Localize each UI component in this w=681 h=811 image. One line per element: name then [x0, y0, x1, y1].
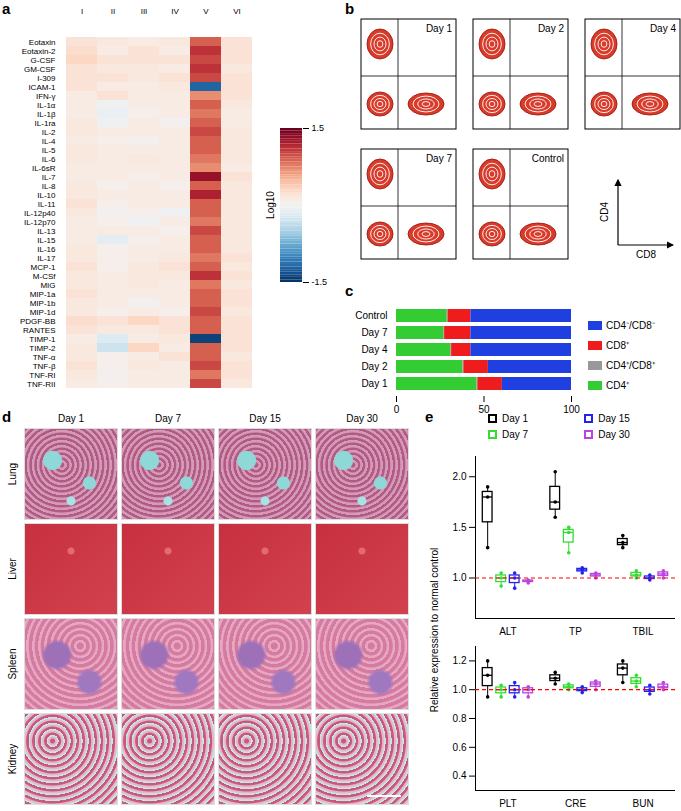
svg-text:TNF-α: TNF-α: [33, 353, 56, 362]
svg-text:IL-4: IL-4: [42, 137, 56, 146]
svg-text:MIP-1d: MIP-1d: [30, 308, 56, 317]
svg-text:M-CSf: M-CSf: [33, 272, 56, 281]
svg-text:MIP-1a: MIP-1a: [30, 290, 56, 299]
svg-text:Day 2: Day 2: [361, 361, 388, 372]
svg-text:IL-15: IL-15: [37, 236, 56, 245]
svg-text:TNF-RI: TNF-RI: [29, 371, 55, 380]
svg-text:Day 7: Day 7: [361, 327, 388, 338]
html-text:Day 1: Day 1: [57, 413, 85, 424]
svg-text:IL-10: IL-10: [37, 191, 56, 200]
svg-text:I-309: I-309: [37, 74, 56, 83]
svg-text:0.4: 0.4: [453, 770, 467, 781]
svg-text:Eotaxin: Eotaxin: [29, 38, 56, 47]
svg-text:Day 4: Day 4: [361, 344, 388, 355]
svg-text:Eotaxin-2: Eotaxin-2: [22, 47, 56, 56]
html-text:Spleen: Spleen: [6, 648, 18, 680]
svg-text:-1.5: -1.5: [312, 277, 328, 287]
svg-text:50: 50: [478, 403, 490, 415]
svg-text:IL-2: IL-2: [42, 128, 56, 137]
svg-text:Day 2: Day 2: [538, 23, 565, 34]
html-text:Day 30: Day 30: [598, 428, 630, 440]
svg-text:1.2: 1.2: [453, 655, 467, 666]
html-text:CD4⁺/CD8⁺: CD4⁺/CD8⁺: [606, 360, 655, 371]
html-text:Day 15: Day 15: [598, 412, 630, 424]
html-text:Log10: Log10: [264, 191, 276, 219]
svg-text:II: II: [111, 7, 115, 16]
svg-text:Day 4: Day 4: [650, 23, 677, 34]
html-text:Day 15: Day 15: [249, 413, 281, 424]
svg-text:IL-1ra: IL-1ra: [35, 119, 56, 128]
svg-text:IL-16: IL-16: [37, 245, 56, 254]
svg-text:IL-7: IL-7: [42, 173, 56, 182]
svg-text:TNF-RII: TNF-RII: [27, 380, 55, 389]
svg-text:IL-11: IL-11: [38, 200, 56, 209]
svg-text:MIG: MIG: [40, 281, 55, 290]
svg-text:1.0: 1.0: [453, 684, 467, 695]
svg-text:1.5: 1.5: [453, 522, 467, 533]
svg-text:0: 0: [394, 404, 400, 415]
html-text:Lung: Lung: [6, 462, 18, 486]
svg-text:CD8: CD8: [636, 249, 656, 260]
html-text:b: b: [345, 0, 355, 17]
svg-text:Day 7: Day 7: [426, 153, 453, 164]
svg-text:IL-12p70: IL-12p70: [24, 218, 56, 227]
svg-text:IL-6: IL-6: [42, 155, 56, 164]
svg-text:GM-CSF: GM-CSF: [24, 65, 56, 74]
svg-text:MCP-1: MCP-1: [31, 263, 56, 272]
svg-text:Control: Control: [355, 310, 387, 321]
html-text:Kidney: Kidney: [6, 743, 18, 775]
html-text:Liver: Liver: [6, 558, 18, 580]
svg-text:III: III: [141, 7, 148, 16]
svg-text:Control: Control: [532, 153, 564, 164]
svg-text:1.0: 1.0: [453, 572, 467, 583]
svg-text:IL-12p40: IL-12p40: [24, 209, 56, 218]
html-text:CD4⁻/CD8⁻: CD4⁻/CD8⁻: [606, 320, 655, 331]
svg-text:IV: IV: [171, 7, 179, 16]
svg-text:IL-6sR: IL-6sR: [32, 164, 56, 173]
svg-text:MIP-1b: MIP-1b: [30, 299, 56, 308]
svg-text:IL-1β: IL-1β: [37, 110, 56, 119]
html-text:CD4⁺: CD4⁺: [606, 380, 629, 391]
svg-text:100: 100: [563, 404, 580, 415]
svg-text:G-CSF: G-CSF: [31, 56, 56, 65]
svg-text:IL-8: IL-8: [42, 182, 56, 191]
svg-text:BUN: BUN: [633, 798, 654, 809]
html-text:Relative expression to normal: Relative expression to normal control: [428, 547, 440, 713]
svg-text:TIMP-2: TIMP-2: [29, 344, 56, 353]
svg-text:CRE: CRE: [565, 798, 586, 809]
html-text:CD8⁺: CD8⁺: [606, 340, 629, 351]
svg-text:VI: VI: [233, 7, 241, 16]
html-text:a: a: [2, 0, 11, 17]
html-text:d: d: [2, 408, 12, 425]
svg-text:IL-17: IL-17: [37, 254, 56, 263]
svg-text:2.0: 2.0: [453, 471, 467, 482]
html-text:Day 30: Day 30: [346, 413, 378, 424]
svg-text:0.8: 0.8: [453, 713, 467, 724]
svg-text:ALT: ALT: [499, 626, 517, 637]
svg-text:IFN-γ: IFN-γ: [36, 92, 56, 101]
svg-text:CD4: CD4: [599, 202, 610, 222]
html-text:Day 7: Day 7: [154, 413, 182, 424]
html-text:c: c: [345, 282, 354, 299]
svg-text:0.6: 0.6: [453, 742, 467, 753]
svg-text:RANTES: RANTES: [23, 326, 55, 335]
svg-text:IL-5: IL-5: [42, 146, 56, 155]
svg-text:TP: TP: [569, 626, 582, 637]
svg-text:TNF-β: TNF-β: [33, 362, 56, 371]
html-text:Day 1: Day 1: [502, 412, 529, 424]
svg-text:TIMP-1: TIMP-1: [29, 335, 56, 344]
svg-text:Day 1: Day 1: [426, 23, 453, 34]
html-text:e: e: [425, 408, 434, 425]
svg-text:ICAM-1: ICAM-1: [28, 83, 56, 92]
svg-text:PDGF-BB: PDGF-BB: [20, 317, 56, 326]
svg-text:Day 1: Day 1: [361, 378, 388, 389]
svg-text:1.5: 1.5: [312, 123, 325, 133]
html-text:Day 7: Day 7: [502, 428, 529, 440]
svg-text:TBIL: TBIL: [633, 626, 655, 637]
svg-text:V: V: [203, 7, 209, 16]
svg-text:IL-13: IL-13: [37, 227, 56, 236]
svg-text:IL-1α: IL-1α: [37, 101, 56, 110]
svg-text:I: I: [81, 7, 83, 16]
svg-text:PLT: PLT: [499, 798, 517, 809]
